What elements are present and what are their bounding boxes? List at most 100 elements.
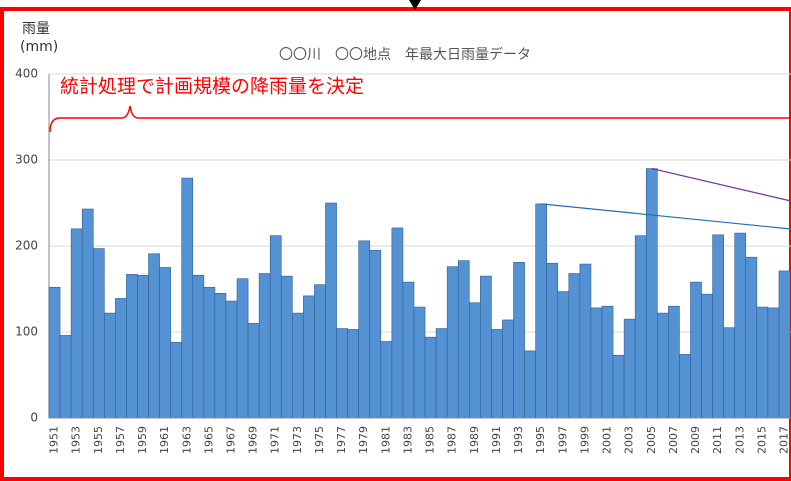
brace: [49, 105, 791, 133]
bar: [380, 341, 393, 419]
bar: [712, 234, 724, 419]
bar: [369, 250, 382, 419]
y-tick-label: 200: [15, 239, 38, 253]
bar: [723, 327, 736, 419]
bar: [269, 235, 282, 419]
bar: [126, 274, 138, 419]
x-tick-label: 1955: [92, 426, 105, 454]
bar: [391, 227, 404, 419]
x-tick-label: 1951: [48, 426, 61, 454]
x-tick-label: 1975: [313, 426, 326, 454]
bar: [181, 177, 194, 419]
frame: [0, 7, 791, 481]
x-tick-label: 1999: [578, 426, 591, 454]
x-tick-label: 2001: [601, 426, 614, 454]
bar: [513, 262, 525, 419]
x-tick-label: 1991: [490, 426, 503, 454]
bar: [303, 295, 315, 419]
y-label: 雨量: [22, 21, 50, 37]
x-tick-label: 1981: [379, 426, 392, 454]
x-tick-label: 1987: [446, 426, 459, 454]
bar: [778, 270, 791, 419]
x-tick-label: 1979: [357, 426, 370, 454]
x-tick-label: 1959: [136, 426, 149, 454]
bar: [358, 240, 371, 419]
bar: [336, 328, 348, 419]
x-tick-label: 1995: [534, 426, 547, 454]
x-tick-label: 2011: [711, 426, 724, 454]
bar: [590, 307, 603, 419]
bar: [48, 286, 61, 419]
bar: [468, 302, 481, 419]
x-tick-label: 1965: [202, 426, 215, 454]
bar: [668, 305, 680, 419]
bar: [115, 298, 127, 419]
bar: [325, 202, 337, 419]
bar: [480, 275, 492, 419]
bar: [435, 328, 448, 419]
bar: [59, 335, 72, 419]
bar: [137, 274, 149, 419]
bar: [634, 235, 647, 419]
bar: [148, 253, 160, 419]
bar: [104, 312, 116, 419]
bar: [457, 260, 470, 419]
bar: [280, 275, 293, 419]
x-tick-label: 2007: [667, 426, 680, 454]
bar: [690, 281, 702, 419]
x-tick-label: 1977: [335, 426, 348, 454]
bar: [247, 323, 260, 419]
decor-line: [651, 168, 791, 202]
x-tick-label: 1985: [424, 426, 437, 454]
bar: [745, 256, 758, 419]
x-tick-label: 1983: [401, 426, 414, 454]
x-tick-label: 2017: [777, 426, 790, 454]
bar: [656, 312, 669, 419]
x-tick-label: 1989: [468, 426, 481, 454]
bar: [734, 232, 747, 419]
bar: [159, 267, 171, 419]
annotation: 統計処理で計画規模の降雨量を決定: [60, 76, 364, 98]
bar: [225, 300, 238, 419]
bar: [756, 306, 769, 419]
y-unit: (mm): [20, 39, 58, 55]
bar: [645, 168, 658, 419]
x-tick-label: 1971: [269, 426, 282, 454]
y-tick-label: 400: [15, 67, 38, 81]
decor-line: [541, 203, 791, 230]
bar: [701, 293, 713, 419]
bar: [214, 292, 227, 419]
bar: [314, 284, 326, 419]
arrow: [409, 0, 421, 10]
bar: [491, 329, 503, 419]
bar: [424, 336, 437, 419]
y-tick-label: 300: [15, 153, 38, 167]
x-tick-label: 2005: [645, 426, 658, 454]
bar: [502, 319, 514, 419]
bar: [568, 273, 581, 419]
bar: [203, 286, 216, 419]
bar: [579, 263, 592, 419]
bar: [524, 350, 536, 419]
bar: [402, 281, 415, 419]
y-tick-label: 100: [15, 325, 38, 339]
bar: [546, 262, 559, 419]
bar: [767, 307, 780, 419]
bar: [623, 318, 636, 419]
x-tick-label: 2003: [623, 426, 636, 454]
x-tick-label: 1969: [247, 426, 260, 454]
bar: [612, 354, 625, 419]
x-tick-label: 1967: [224, 426, 237, 454]
bar: [70, 228, 83, 419]
bar: [170, 342, 183, 419]
x-tick-label: 1963: [180, 426, 193, 454]
bar: [446, 266, 459, 419]
x-tick-label: 1993: [512, 426, 525, 454]
bar: [413, 306, 426, 419]
bar: [192, 274, 205, 419]
bar: [292, 312, 304, 419]
bar: [81, 208, 94, 419]
x-tick-label: 1957: [114, 426, 127, 454]
bar: [92, 248, 105, 419]
